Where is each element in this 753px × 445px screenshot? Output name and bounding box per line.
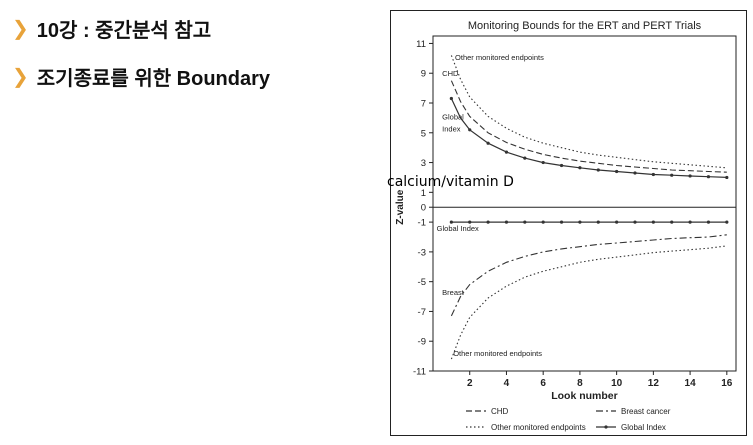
data-point xyxy=(504,220,509,224)
data-point xyxy=(615,169,619,174)
data-point xyxy=(706,220,711,224)
monitoring-bounds-chart: Monitoring Bounds for the ERT and PERT T… xyxy=(395,20,737,432)
data-point xyxy=(725,175,729,180)
data-point xyxy=(670,173,674,177)
chevron-right-icon: ❯ xyxy=(12,66,29,88)
data-point xyxy=(486,141,490,145)
x-tick-label: 6 xyxy=(540,378,546,389)
data-point xyxy=(633,171,637,175)
chart-title: Monitoring Bounds for the ERT and PERT T… xyxy=(468,20,702,32)
data-point xyxy=(615,220,619,224)
legend-label: CHD xyxy=(491,407,509,416)
data-point xyxy=(468,128,472,132)
x-tick-label: 4 xyxy=(504,378,510,389)
bullet-item: ❯ 조기종료를 위한 Boundary xyxy=(12,62,270,91)
y-tick-label: -7 xyxy=(418,307,426,318)
data-point xyxy=(468,220,472,224)
y-tick-label: -11 xyxy=(413,367,426,378)
data-point xyxy=(541,220,545,224)
data-point xyxy=(633,220,637,224)
y-tick-label: 5 xyxy=(421,128,426,139)
data-point xyxy=(449,96,453,101)
annotation: Global xyxy=(442,112,464,121)
y-axis-label: Z-value xyxy=(395,189,406,224)
plot-frame xyxy=(432,35,737,372)
bullet-item: ❯ 10강 : 중간분석 참고 xyxy=(12,14,211,43)
data-point xyxy=(725,220,729,224)
y-tick-label: 3 xyxy=(421,158,426,169)
data-point xyxy=(578,220,582,224)
data-point xyxy=(449,220,453,224)
y-tick-label: 11 xyxy=(416,39,426,50)
y-tick-label: 7 xyxy=(421,99,426,110)
chart-figure: Monitoring Bounds for the ERT and PERT T… xyxy=(390,10,747,436)
data-point xyxy=(688,220,692,224)
bullet-text: 10강 : 중간분석 참고 xyxy=(36,20,212,42)
annotation: Other monitored endpoints xyxy=(455,53,544,62)
series-line xyxy=(450,55,727,169)
annotation: Breast xyxy=(442,288,465,297)
x-tick-label: 2 xyxy=(467,378,473,389)
x-tick-label: 10 xyxy=(611,378,623,389)
y-tick-label: -5 xyxy=(418,277,426,288)
bullet-text: 조기종료를 위한 Boundary xyxy=(36,68,271,90)
data-point xyxy=(523,220,527,224)
overlay-label: calcium/vitamin D xyxy=(387,174,514,190)
x-tick-label: 14 xyxy=(685,378,697,389)
legend-label: Other monitored endpoints xyxy=(491,423,586,432)
data-point xyxy=(706,175,711,179)
annotation: Global Index xyxy=(437,224,479,233)
data-point xyxy=(670,220,674,224)
data-point xyxy=(559,220,564,224)
data-point xyxy=(541,160,545,165)
annotation: Index xyxy=(442,124,461,133)
chevron-right-icon: ❯ xyxy=(12,18,29,40)
series-line xyxy=(450,245,727,360)
data-point xyxy=(578,166,582,170)
data-point xyxy=(523,156,527,160)
data-point xyxy=(504,150,509,154)
annotation: Other monitored endpoints xyxy=(453,349,542,358)
data-point xyxy=(651,172,655,177)
annotation: CHD xyxy=(442,69,459,78)
data-point xyxy=(559,163,564,168)
legend-label: Breast cancer xyxy=(621,407,671,416)
y-tick-label: -9 xyxy=(418,337,426,348)
y-tick-label: 1 xyxy=(421,188,426,199)
data-point xyxy=(651,220,655,224)
x-tick-label: 12 xyxy=(648,378,660,389)
series-line xyxy=(450,98,727,178)
x-tick-label: 8 xyxy=(577,378,583,389)
y-tick-label: 9 xyxy=(421,69,426,80)
legend-label: Global Index xyxy=(621,423,666,432)
x-tick-label: 16 xyxy=(721,378,733,389)
y-tick-label: -1 xyxy=(418,218,426,229)
data-point xyxy=(596,168,600,172)
data-point xyxy=(596,220,600,224)
legend-marker xyxy=(604,425,608,429)
data-point xyxy=(486,220,490,224)
data-point xyxy=(688,174,692,178)
y-tick-label: 0 xyxy=(421,203,426,214)
x-axis-label: Look number xyxy=(551,390,618,402)
y-tick-label: -3 xyxy=(418,247,426,258)
series-line xyxy=(450,80,727,173)
series-line xyxy=(450,234,727,317)
